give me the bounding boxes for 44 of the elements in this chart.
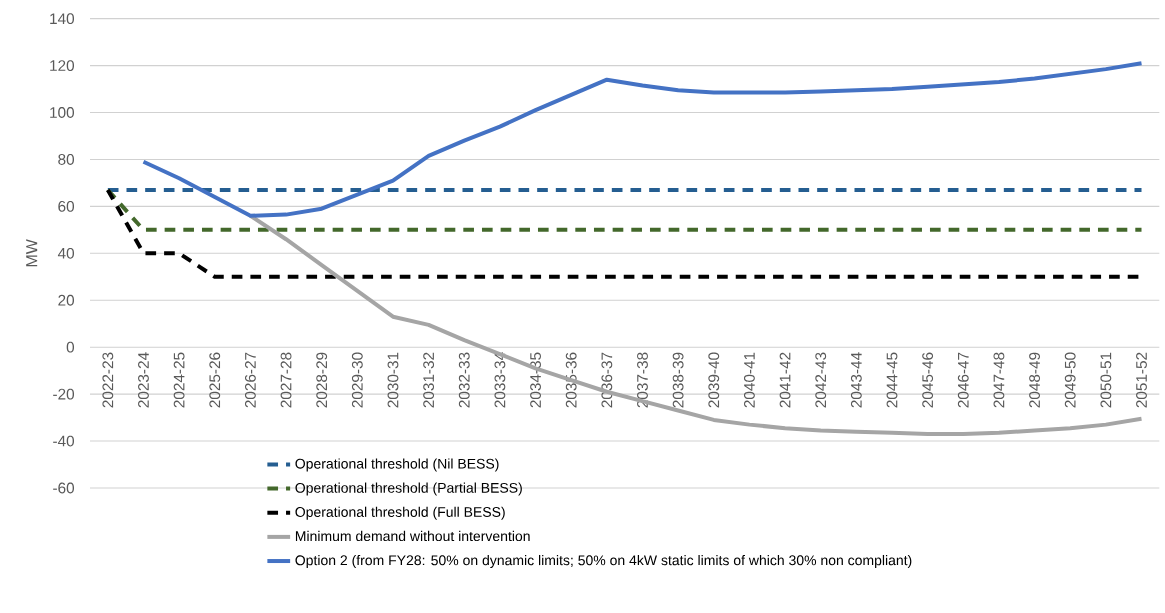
x-tick-label: 2029-30 — [351, 352, 363, 408]
x-tick-label: 2025-26 — [209, 352, 221, 408]
x-tick-label: 2039-40 — [708, 352, 720, 408]
x-tick-label: 2026-27 — [244, 352, 256, 408]
x-tick-label: 2031-32 — [423, 352, 435, 408]
x-tick-label: 2047-48 — [993, 352, 1005, 408]
x-tick-label: 2048-49 — [1029, 352, 1040, 408]
x-tick-label: 2051-52 — [1136, 352, 1147, 408]
legend-label: Operational threshold (Full BESS) — [295, 506, 505, 520]
x-tick-label: 2030-31 — [387, 352, 399, 408]
x-tick-label: 2032-33 — [458, 352, 470, 408]
x-tick-label: 2041-42 — [779, 352, 791, 408]
legend-label: Operational threshold (Partial BESS) — [295, 482, 522, 496]
x-tick-label: 2038-39 — [672, 352, 684, 408]
y-tick-label: 120 — [50, 60, 75, 72]
legend-label: Operational threshold (Nil BESS) — [295, 458, 499, 472]
y-axis-title: MW — [26, 239, 38, 267]
y-tick-label: 0 — [66, 341, 75, 353]
x-tick-label: 2023-24 — [138, 352, 149, 408]
x-tick-label: 2022-23 — [102, 352, 114, 408]
x-tick-label: 2024-25 — [173, 352, 185, 408]
y-tick-label: 40 — [57, 247, 75, 259]
x-tick-label: 2043-44 — [850, 352, 862, 408]
x-tick-label: 2046-47 — [957, 352, 969, 408]
y-tick-label: -40 — [53, 435, 75, 447]
y-tick-label: -20 — [53, 388, 75, 400]
legend-label: Minimum demand without intervention — [295, 530, 530, 542]
x-tick-label: 2040-41 — [743, 352, 755, 408]
x-tick-label: 2045-46 — [922, 352, 934, 408]
y-tick-label: -60 — [53, 482, 75, 494]
x-tick-label: 2044-45 — [886, 352, 898, 408]
y-tick-label: 20 — [58, 294, 75, 306]
y-tick-label: 80 — [58, 154, 75, 165]
y-tick-label: 100 — [50, 107, 75, 118]
x-tick-label: 2049-50 — [1064, 352, 1076, 408]
x-tick-label: 2028-29 — [316, 352, 328, 408]
y-tick-label: 140 — [50, 13, 75, 25]
x-tick-label: 2027-28 — [280, 352, 292, 408]
x-tick-label: 2037-38 — [637, 352, 648, 408]
x-tick-label: 2042-43 — [815, 352, 827, 408]
legend-label: Option 2 (from FY28: 50% on dynamic limits; 50% on 4kW static limits of which 30% non compliant) — [295, 554, 912, 569]
x-tick-label: 2050-51 — [1100, 352, 1112, 408]
y-tick-label: 60 — [58, 200, 75, 212]
x-tick-label: 2034-35 — [530, 352, 541, 408]
